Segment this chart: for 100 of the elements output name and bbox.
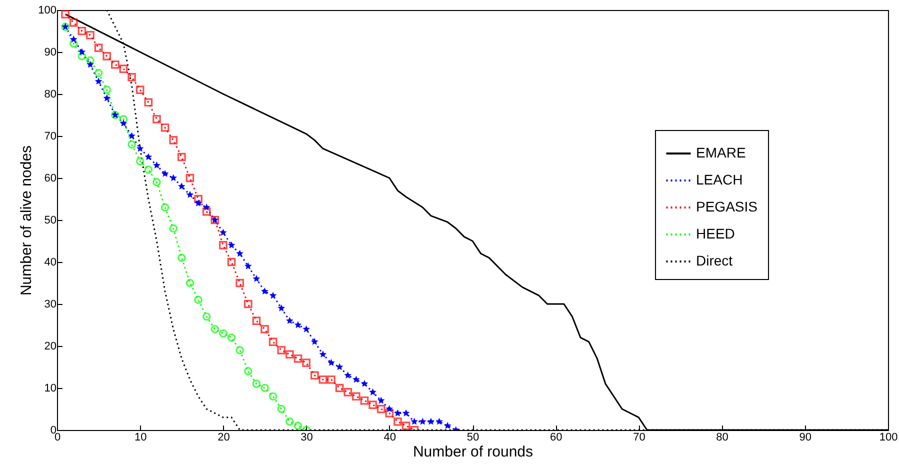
point [202,312,211,321]
x-tick-label: 20 [218,432,230,444]
point [170,174,178,182]
point [261,288,268,295]
legend-label: HEED [696,226,735,242]
point [386,405,394,412]
point [228,241,236,248]
point [418,418,426,425]
point [169,224,178,233]
point [360,396,369,405]
point [410,418,418,425]
point [402,409,410,416]
point [169,136,178,144]
y-axis-title: Number of alive nodes [18,145,36,296]
point [160,123,170,132]
y-tick-label: 50 [44,214,56,226]
point [278,304,286,312]
point [294,354,302,363]
point [268,338,278,346]
x-axis-title: Number of rounds [412,444,534,460]
point [102,86,112,94]
point [69,18,78,27]
point [260,384,269,392]
x-tick-label: 30 [300,432,313,444]
point [61,10,70,18]
y-tick-label: 40 [44,256,56,268]
point [286,350,294,359]
x-tick-label: 10 [134,432,147,444]
legend-label: LEACH [696,172,743,188]
legend-label: PEGASIS [696,198,758,214]
point [344,372,352,379]
point [310,371,319,380]
point [78,48,86,56]
point [352,392,360,401]
point [302,325,310,332]
point [286,417,294,426]
point [152,178,161,186]
x-tick-label: 50 [466,432,480,444]
point [210,325,220,334]
point [377,396,385,404]
point [160,203,170,212]
point [360,380,368,387]
point [294,422,302,430]
point [177,152,186,162]
point [86,31,94,40]
y-tick-label: 60 [44,172,56,184]
point [318,375,328,384]
point [94,68,103,78]
y-tick-label: 10 [44,382,56,394]
point [219,329,228,338]
point [310,338,318,345]
legend-label: EMARE [696,144,746,160]
point [427,418,435,425]
point [128,73,136,82]
point [336,363,344,370]
point [328,358,335,366]
point [294,321,302,328]
point [302,358,310,367]
point [260,325,269,334]
point [344,388,352,396]
point [319,350,327,358]
point [128,132,136,140]
point [136,144,144,152]
point [119,64,128,73]
point [368,400,377,409]
point [352,376,360,383]
point [219,241,228,250]
point [394,417,402,426]
point [335,384,344,392]
point [161,170,169,177]
x-tick-label: 80 [716,432,728,444]
point [202,207,211,216]
point [111,60,120,69]
point [194,199,202,206]
point [144,153,152,160]
point [236,346,244,354]
y-tick-label: 90 [44,46,56,58]
point [186,190,194,198]
point [227,333,236,342]
point [144,98,153,107]
point [244,367,252,376]
point [268,392,278,401]
point [94,78,102,85]
y-tick-label: 30 [44,298,56,310]
point [78,26,86,36]
point [244,262,252,270]
point [119,115,128,124]
point [86,60,94,68]
point [444,422,452,429]
point [277,404,286,414]
point [78,52,86,60]
y-tick-label: 80 [44,88,56,100]
point [286,316,294,324]
point [70,36,78,43]
point [369,388,376,396]
point [94,44,103,52]
point [136,157,144,166]
y-tick-label: 100 [38,4,56,16]
y-tick-label: 20 [44,340,56,352]
point [103,94,111,102]
